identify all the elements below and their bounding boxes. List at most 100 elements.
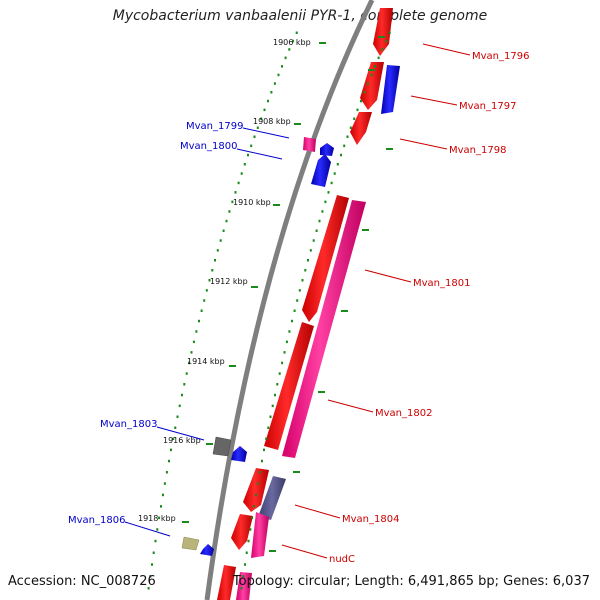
outer-tick-dot xyxy=(245,551,248,554)
outer-tick-dot xyxy=(377,56,380,60)
inner-tick-dot xyxy=(222,229,225,232)
outer-tick-dot xyxy=(285,340,288,344)
label-mvan-1803[interactable]: Mvan_1803 xyxy=(100,419,157,430)
outer-tick-dot xyxy=(255,493,257,497)
inner-tick-dot xyxy=(160,505,162,508)
inner-tick-dot xyxy=(250,144,253,148)
outer-tick-dot xyxy=(315,229,318,232)
gene-mvan-1801-red[interactable] xyxy=(302,195,349,322)
inner-tick-dot xyxy=(205,289,208,292)
inner-tick-dot xyxy=(288,48,291,51)
inner-tick-dot xyxy=(228,210,231,213)
inner-tick-dot xyxy=(256,126,259,129)
label-mvan-1799[interactable]: Mvan_1799 xyxy=(186,121,243,132)
inner-tick-dot xyxy=(219,239,222,242)
inner-tick-dot xyxy=(292,39,294,43)
gene-mvan-1798[interactable] xyxy=(350,112,372,145)
inner-tick-dot xyxy=(247,153,249,157)
outer-tick-dot xyxy=(244,563,246,566)
scale-labels: 1906 kbp 1908 kbp 1910 kbp 1912 kbp 1914… xyxy=(138,38,311,523)
label-mvan-1806[interactable]: Mvan_1806 xyxy=(68,515,125,526)
outer-tick-dot xyxy=(349,126,352,129)
reverse-gene-labels: Mvan_1799 Mvan_1800 Mvan_1803 Mvan_1806 xyxy=(68,121,290,537)
label-mvan-1804[interactable]: Mvan_1804 xyxy=(342,514,399,525)
outer-tick-dot xyxy=(265,437,268,440)
label-mvan-1800[interactable]: Mvan_1800 xyxy=(180,141,237,152)
genome-backbone xyxy=(204,0,375,600)
inner-tick-dot xyxy=(151,563,153,566)
inner-tick-dot xyxy=(190,351,193,354)
gene-bottom-pink[interactable] xyxy=(236,572,252,600)
inner-tick-dot xyxy=(267,99,269,103)
outer-tick-dot xyxy=(253,505,255,508)
gene-mvan-1804-red[interactable] xyxy=(243,468,269,512)
inner-tick-dot xyxy=(260,117,263,120)
gene-bottom-red[interactable] xyxy=(217,565,236,600)
inner-tick-dot xyxy=(178,404,181,408)
outer-tick-dot xyxy=(251,516,254,520)
inner-tick-dot xyxy=(162,493,164,497)
outer-tick-dot xyxy=(312,239,315,242)
gene-mvan-1800-a[interactable] xyxy=(320,143,334,156)
outer-tick-dot xyxy=(278,372,281,375)
label-mvan-1797[interactable]: Mvan_1797 xyxy=(459,101,516,112)
forward-strand-genes xyxy=(217,8,400,600)
inner-tick-dot xyxy=(163,482,166,485)
inner-tick-dot xyxy=(172,437,175,440)
gene-mvan-1804-pink[interactable] xyxy=(251,512,269,558)
label-mvan-1798[interactable]: Mvan_1798 xyxy=(449,145,506,156)
outer-tick-dot xyxy=(263,448,265,452)
outer-tick-dot xyxy=(333,172,336,175)
gene-mvan-1796[interactable] xyxy=(373,8,393,56)
outer-tick-dot xyxy=(356,108,359,112)
label-mvan-1801[interactable]: Mvan_1801 xyxy=(413,278,470,289)
inner-tick-dot xyxy=(234,191,237,194)
label-mvan-1802[interactable]: Mvan_1802 xyxy=(375,408,432,419)
inner-tick-dot xyxy=(168,459,170,463)
gene-mvan-1803-blue[interactable] xyxy=(231,446,247,462)
inner-tick-dot xyxy=(273,82,276,85)
label-nudc[interactable]: nudC xyxy=(329,554,355,565)
scale-label-1910: 1910 kbp xyxy=(233,198,271,207)
gene-mvan-1797-b[interactable] xyxy=(381,65,400,114)
label-mvan-1796[interactable]: Mvan_1796 xyxy=(472,51,529,62)
genome-summary-text: Topology: circular; Length: 6,491,865 bp… xyxy=(232,574,590,589)
outer-tick-dot xyxy=(271,404,274,408)
gene-mvan-1802[interactable] xyxy=(264,322,314,450)
inner-tick-dot xyxy=(165,471,168,474)
gene-mvan-1800-b[interactable] xyxy=(311,154,331,187)
outer-tick-dot xyxy=(381,48,384,51)
scale-label-1908: 1908 kbp xyxy=(253,117,291,126)
outer-tick-dot xyxy=(304,269,307,272)
gene-mvan-1806-blue[interactable] xyxy=(200,544,214,556)
tick-tracks xyxy=(147,31,391,590)
outer-tick-dot xyxy=(374,65,376,68)
inner-tick-dot xyxy=(200,309,203,312)
gene-mvan-1804-slate[interactable] xyxy=(258,476,286,520)
inner-tick-dot xyxy=(263,108,266,112)
inner-tick-dot xyxy=(214,259,216,262)
outer-tick-dot xyxy=(298,289,301,292)
outer-tick-dot xyxy=(370,73,373,77)
forward-gene-labels: Mvan_1796 Mvan_1797 Mvan_1798 Mvan_1801 … xyxy=(281,43,529,565)
gene-mvan-1799[interactable] xyxy=(303,137,316,152)
inner-tick-dot xyxy=(243,163,246,166)
outer-tick-dot xyxy=(261,459,263,463)
outer-tick-dot xyxy=(249,528,252,531)
outer-tick-dot xyxy=(366,82,369,85)
outer-tick-dot xyxy=(267,426,270,429)
map-title: Mycobacterium vanbaalenii PYR-1, complet… xyxy=(112,8,488,24)
scale-label-1912: 1912 kbp xyxy=(210,277,248,286)
gene-mvan-1806-khaki[interactable] xyxy=(181,536,200,551)
gene-mvan-1803-gray[interactable] xyxy=(212,436,232,457)
inner-tick-dot xyxy=(185,372,188,375)
outer-tick-dot xyxy=(385,39,387,43)
outer-tick-dot xyxy=(281,361,284,365)
scale-label-1916: 1916 kbp xyxy=(163,436,201,445)
gene-nudc[interactable] xyxy=(231,514,253,550)
gene-mvan-1801-pink[interactable] xyxy=(282,200,366,458)
gene-mvan-1797-a[interactable] xyxy=(360,62,384,110)
inner-tick-dot xyxy=(149,575,152,578)
reverse-strand-genes xyxy=(181,137,334,556)
